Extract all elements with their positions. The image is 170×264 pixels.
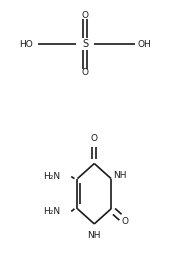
Text: NH: NH: [88, 231, 101, 240]
Text: NH: NH: [114, 171, 127, 180]
Text: S: S: [82, 39, 88, 49]
Text: H₂N: H₂N: [43, 172, 60, 181]
Text: HO: HO: [19, 40, 33, 49]
Text: H₂N: H₂N: [43, 207, 60, 216]
Text: O: O: [122, 217, 129, 226]
Text: OH: OH: [137, 40, 151, 49]
Text: O: O: [91, 134, 98, 143]
Text: O: O: [81, 68, 89, 77]
Text: O: O: [81, 11, 89, 20]
